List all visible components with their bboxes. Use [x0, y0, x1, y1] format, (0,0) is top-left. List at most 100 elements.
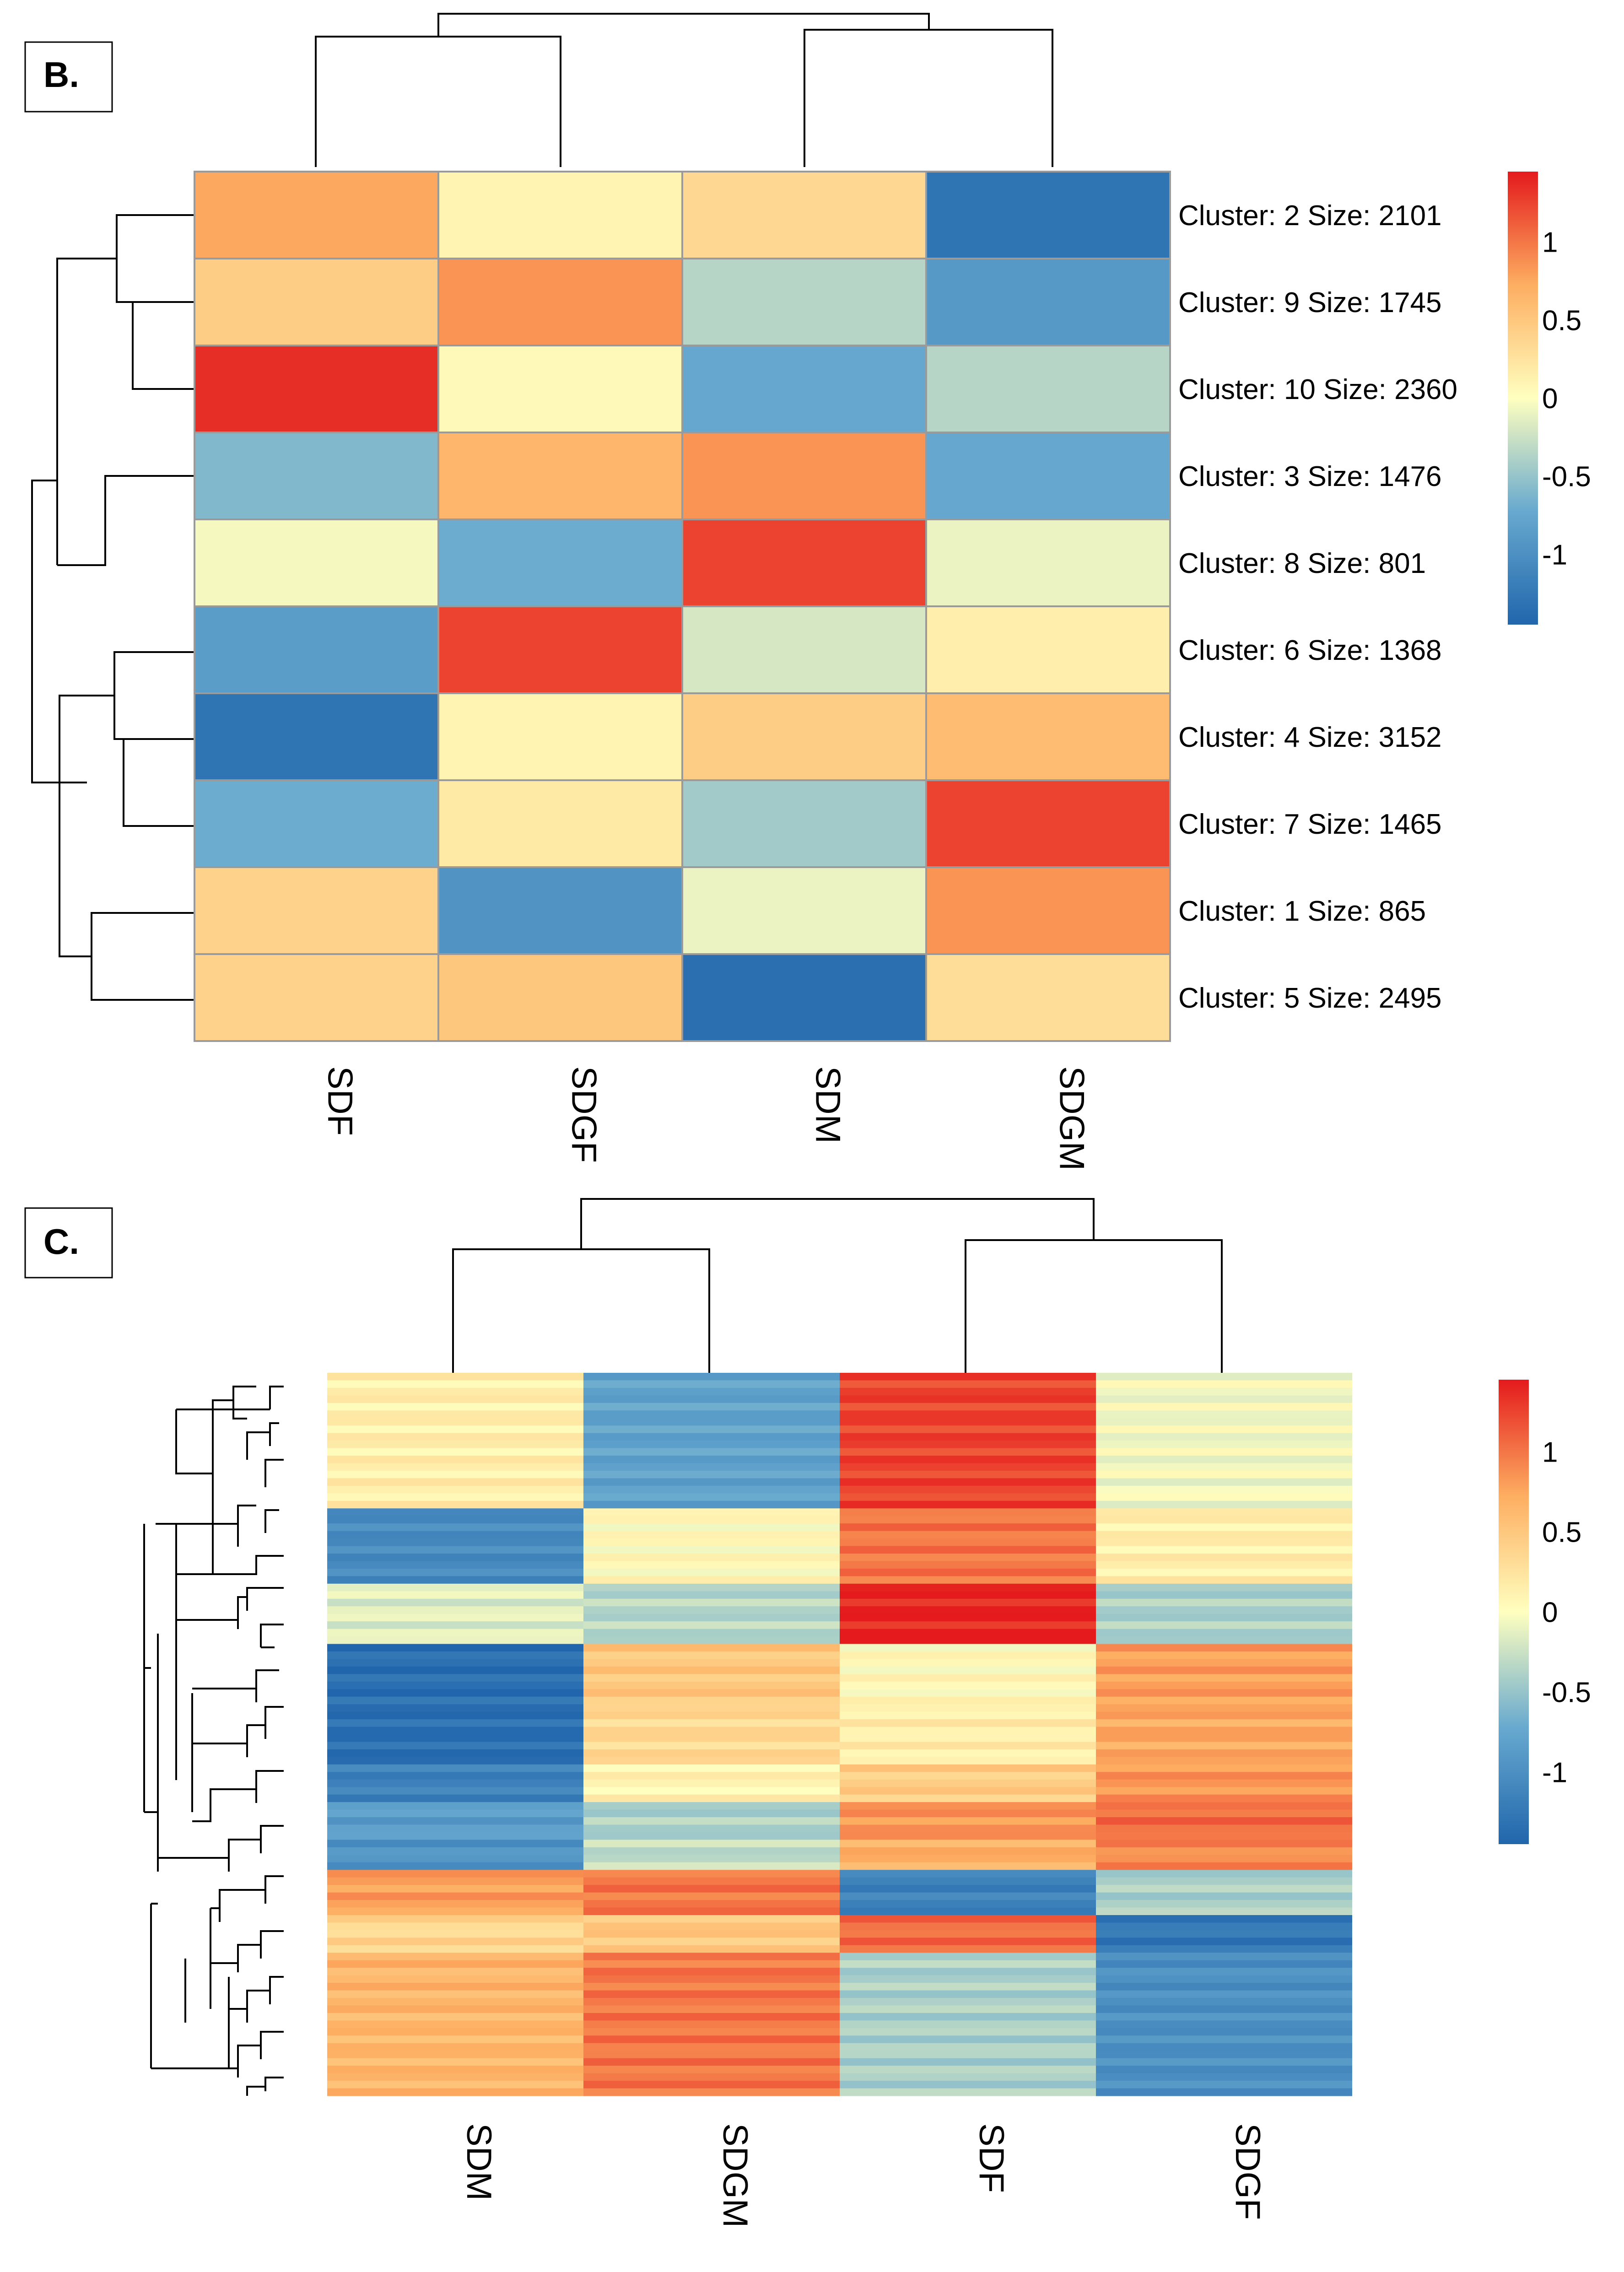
panel-c-cell [583, 2073, 840, 2081]
panel-c-cell [327, 1817, 583, 1825]
panel-b-legend-tick: 1 [1542, 227, 1558, 259]
panel-c-cell [583, 2066, 840, 2074]
panel-c-cell [840, 1764, 1096, 1772]
panel-c-cell [327, 1576, 583, 1584]
panel-c-cell [840, 1576, 1096, 1584]
panel-c-cell [327, 1719, 583, 1727]
panel-c-cell [327, 2073, 583, 2081]
panel-c-cell [327, 1696, 583, 1705]
panel-c-legend-tick: -1 [1542, 1757, 1567, 1789]
panel-c-cell [327, 1855, 583, 1863]
panel-b-cell [681, 692, 927, 781]
panel-c-cell [1096, 1862, 1352, 1870]
panel-c-cell [840, 2088, 1096, 2096]
panel-c-cell [840, 2005, 1096, 2013]
panel-c-cell [327, 1554, 583, 1562]
panel-c-cell [327, 1915, 583, 1923]
panel-b-legend-tick: 0.5 [1542, 305, 1581, 336]
panel-c-cell [840, 1696, 1096, 1705]
panel-c-cell [1096, 1727, 1352, 1735]
panel-c-cell [327, 1772, 583, 1780]
panel-c-cell [1096, 1500, 1352, 1509]
panel-c-cell [583, 1554, 840, 1562]
panel-c-cell [1096, 1719, 1352, 1727]
panel-c-cell [583, 1802, 840, 1810]
panel-c-cell [583, 1877, 840, 1885]
panel-c-legend-tick: 0 [1542, 1597, 1558, 1629]
panel-c-cell [327, 1953, 583, 1961]
panel-c-column-label: SDF [972, 2123, 1011, 2193]
panel-c-cell [840, 1456, 1096, 1464]
panel-c-cell [583, 1456, 840, 1464]
panel-c-cell [583, 1742, 840, 1750]
panel-c-cell [840, 1975, 1096, 1983]
panel-c-cell [583, 1892, 840, 1900]
panel-c-cell [1096, 1990, 1352, 1998]
panel-c-cell [1096, 2005, 1352, 2013]
panel-c-cell [840, 1636, 1096, 1645]
panel-c-cell [583, 1395, 840, 1403]
panel-b-column-label: SDM [809, 1066, 847, 1144]
panel-b-cell [681, 518, 927, 607]
panel-c-cell [583, 1644, 840, 1652]
panel-c-cell [583, 2051, 840, 2059]
panel-c-cell [327, 1591, 583, 1599]
panel-c-cell [327, 1531, 583, 1539]
panel-c-cell [327, 1990, 583, 1998]
panel-b-cell [437, 779, 683, 868]
panel-c-cell [1096, 1945, 1352, 1953]
panel-c-cell [583, 1937, 840, 1946]
panel-c-cell [327, 1877, 583, 1885]
panel-c-cell [327, 1478, 583, 1486]
panel-c-cell [583, 1500, 840, 1509]
panel-c-cell [583, 1711, 840, 1720]
panel-c-cell [327, 1523, 583, 1532]
panel-c-cell [840, 1809, 1096, 1818]
panel-c-cell [583, 2058, 840, 2066]
panel-c-cell [583, 1817, 840, 1825]
panel-c-cell [583, 1968, 840, 1976]
panel-b-row-label: Cluster: 5 Size: 2495 [1178, 982, 1442, 1014]
panel-c-cell [327, 1380, 583, 1388]
panel-c-cell [840, 1817, 1096, 1825]
panel-b-column-label: SDF [321, 1066, 360, 1136]
panel-c-cell [583, 1636, 840, 1645]
panel-c: C. SDM SDGM SDF SDGF 1 0.5 0 -0.5 -1 [24, 1198, 1591, 2228]
panel-c-cell [1096, 1681, 1352, 1689]
panel-c-cell [327, 1885, 583, 1893]
panel-b-cell [925, 171, 1171, 259]
panel-c-cell [840, 1425, 1096, 1434]
panel-b-cell [925, 345, 1171, 433]
panel-c-cell [583, 1493, 840, 1501]
panel-c-legend-tick: 1 [1542, 1437, 1558, 1468]
panel-c-cell [1096, 1523, 1352, 1532]
panel-c-cell [840, 1493, 1096, 1501]
panel-c-cell [583, 1983, 840, 1991]
panel-c-cell [1096, 1983, 1352, 1991]
panel-c-cell [583, 1508, 840, 1516]
panel-b-label-box [24, 41, 113, 113]
panel-c-cell [1096, 1418, 1352, 1426]
panel-c-cell [1096, 1554, 1352, 1562]
panel-c-cell [840, 1666, 1096, 1674]
panel-c-cell [1096, 1877, 1352, 1885]
panel-c-cell [327, 1734, 583, 1743]
panel-c-cell [840, 1968, 1096, 1976]
panel-c-cell [327, 2043, 583, 2051]
panel-c-cell [840, 1704, 1096, 1712]
panel-c-cell [1096, 1516, 1352, 1524]
panel-c-cell [1096, 1968, 1352, 1976]
panel-c-cell [1096, 1975, 1352, 1983]
panel-c-cell [583, 1870, 840, 1878]
panel-b-row-label: Cluster: 10 Size: 2360 [1178, 374, 1457, 405]
panel-c-cell [1096, 1568, 1352, 1576]
panel-c-cell [327, 1485, 583, 1494]
panel-c-cell [327, 1968, 583, 1976]
panel-c-cell [1096, 1742, 1352, 1750]
panel-b-row-label: Cluster: 9 Size: 1745 [1178, 287, 1442, 318]
panel-b-cell [437, 866, 683, 955]
panel-c-cell [583, 1523, 840, 1532]
panel-b-cell [925, 953, 1171, 1042]
panel-c-cell [583, 1410, 840, 1419]
